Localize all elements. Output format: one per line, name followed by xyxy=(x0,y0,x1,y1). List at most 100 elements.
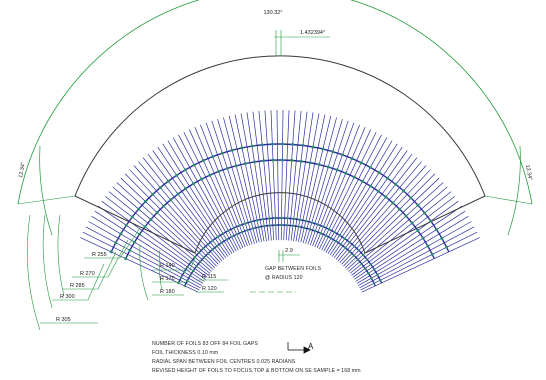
bead xyxy=(340,153,344,157)
foil xyxy=(341,169,431,265)
bead xyxy=(311,145,315,149)
bead xyxy=(268,224,272,227)
foil xyxy=(142,157,225,260)
bead xyxy=(280,216,283,220)
foil xyxy=(120,177,216,269)
bead xyxy=(179,276,183,279)
bead xyxy=(225,166,229,170)
bead xyxy=(344,171,348,175)
foil xyxy=(280,110,284,241)
bead xyxy=(274,216,277,220)
foil xyxy=(295,113,320,242)
bead xyxy=(155,211,159,215)
bead xyxy=(162,204,166,208)
bead xyxy=(329,237,333,240)
bead xyxy=(149,218,153,221)
bead xyxy=(367,272,370,275)
gap-note-line-2: @ RADIUS 120 xyxy=(265,275,303,281)
foil xyxy=(283,110,290,241)
bead xyxy=(202,247,205,250)
bead xyxy=(186,265,189,269)
bead xyxy=(208,173,212,177)
foil xyxy=(172,137,237,252)
foil xyxy=(240,113,265,242)
bead xyxy=(298,218,302,221)
bead xyxy=(271,158,275,162)
radius-leaders xyxy=(27,214,228,331)
bead xyxy=(166,179,170,183)
bead xyxy=(359,161,363,165)
foil xyxy=(178,134,239,251)
bead xyxy=(143,225,147,229)
extension-line-left xyxy=(17,195,76,205)
bead xyxy=(369,184,373,188)
bead xyxy=(423,211,427,215)
bead xyxy=(220,151,224,155)
bead xyxy=(308,161,312,165)
bead xyxy=(286,217,289,220)
foil xyxy=(349,191,452,274)
bead xyxy=(195,265,198,268)
foil xyxy=(351,196,455,276)
bead xyxy=(348,241,351,244)
pitch-angle-label: 1.432394° xyxy=(300,30,325,36)
bead xyxy=(186,279,189,282)
bead xyxy=(435,228,439,232)
bead xyxy=(299,159,303,163)
bead xyxy=(257,226,260,229)
bead xyxy=(211,239,214,242)
bead xyxy=(386,176,390,180)
bead xyxy=(183,168,187,172)
foil xyxy=(321,134,382,251)
view-label: A xyxy=(308,342,314,351)
bead xyxy=(280,158,284,162)
bead xyxy=(416,203,420,207)
bead xyxy=(176,192,180,196)
bead xyxy=(369,263,372,266)
bead xyxy=(211,155,215,159)
bead xyxy=(206,243,210,246)
bead xyxy=(404,214,408,218)
bead xyxy=(188,274,192,277)
bead-ring-arc xyxy=(125,159,435,259)
bead xyxy=(220,241,223,244)
gap-width-label: 2.9 xyxy=(285,248,293,254)
radius-label-180: R 180 xyxy=(160,289,175,295)
bead xyxy=(270,142,274,146)
bead xyxy=(322,225,325,228)
bead xyxy=(370,277,373,280)
bead xyxy=(230,235,233,239)
bead xyxy=(177,281,180,285)
bead xyxy=(394,182,398,186)
bead xyxy=(143,200,147,204)
bead xyxy=(109,250,113,254)
bead xyxy=(197,251,201,254)
gap-note-line-1: GAP BETWEEN FOILS xyxy=(265,266,322,272)
foil xyxy=(344,177,440,269)
bead xyxy=(175,173,179,177)
extension-line-right xyxy=(484,195,533,205)
bead xyxy=(445,245,449,249)
bead xyxy=(310,221,313,224)
bead xyxy=(379,278,382,282)
bead xyxy=(211,248,214,251)
foil xyxy=(276,110,280,241)
radius-label-255: R 255 xyxy=(92,252,107,258)
radius-label-305: R 305 xyxy=(56,317,71,323)
bead xyxy=(368,165,372,169)
radius-label-140: R 140 xyxy=(160,263,175,269)
bead xyxy=(230,148,234,152)
note-foil-count: NUMBER OF FOILS 83 OFF 84 FOIL GAPS xyxy=(152,341,258,347)
bead xyxy=(350,156,354,160)
bead xyxy=(384,195,388,199)
bead xyxy=(343,237,346,240)
foil xyxy=(105,196,209,276)
bead xyxy=(221,232,225,235)
radius-label-115: R 115 xyxy=(202,274,216,280)
bead xyxy=(357,249,361,252)
bead xyxy=(260,143,264,147)
bead xyxy=(376,189,380,193)
bead xyxy=(246,228,249,232)
radius-label-300: R 300 xyxy=(60,294,75,300)
bead xyxy=(268,217,271,220)
